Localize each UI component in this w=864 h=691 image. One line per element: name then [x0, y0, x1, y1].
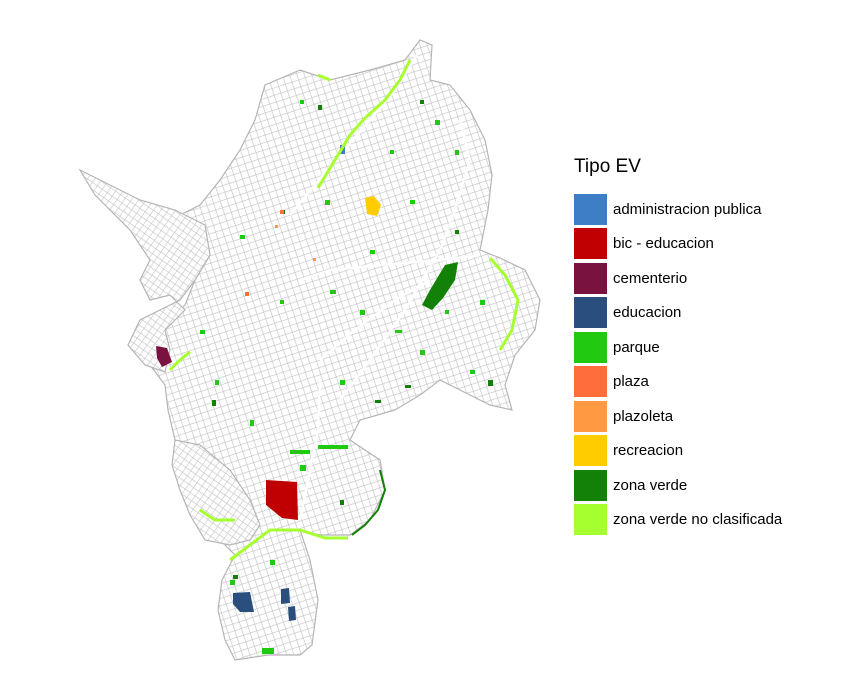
legend-label: bic - educacion: [613, 235, 714, 253]
educacion-area-2: [281, 588, 290, 604]
legend-swatch-cementerio: [574, 262, 607, 294]
map-legend: Tipo EV administracion publica bic - educ…: [574, 156, 782, 537]
city-footprint-west: [78, 168, 211, 373]
legend-item-zona-verde-no-clasificada: zona verde no clasificada: [574, 503, 782, 538]
cementerio-area: [156, 346, 172, 367]
legend-label: recreacion: [613, 442, 684, 460]
avenue-central: [299, 253, 481, 282]
legend-label: plaza: [613, 373, 649, 391]
legend-label: plazoleta: [613, 407, 674, 425]
corridor-north: [316, 59, 412, 189]
legend-item-zona-verde: zona verde: [574, 468, 782, 503]
legend-swatch-plazoleta: [574, 400, 607, 432]
plaza-patches: [245, 210, 284, 296]
city-green-space-map: [78, 39, 541, 661]
green-space-layer: [156, 59, 520, 654]
legend-item-administracion-publica: administracion publica: [574, 192, 782, 227]
legend-swatch-administracion-publica: [574, 193, 607, 225]
avenue-south: [298, 379, 322, 521]
recreacion-area: [365, 196, 381, 216]
legend-label: cementerio: [613, 269, 688, 287]
zona-verde-park-east: [422, 262, 458, 310]
legend-label: educacion: [613, 304, 682, 322]
bic-educacion-area: [266, 480, 298, 520]
legend-swatch-bic-educacion: [574, 228, 607, 260]
legend-label: zona verde no clasificada: [613, 511, 783, 529]
corridor-west: [168, 350, 191, 372]
zona-verde-ridge: [351, 469, 387, 536]
legend-item-plazoleta: plazoleta: [574, 399, 782, 434]
legend-swatch-educacion: [574, 297, 607, 329]
legend-item-plaza: plaza: [574, 365, 782, 400]
legend-item-parque: parque: [574, 330, 782, 365]
corridor-east: [488, 257, 520, 351]
legend-swatch-parque: [574, 331, 607, 363]
city-footprint-south: [171, 439, 261, 546]
parque-patches: [200, 100, 485, 654]
avenue-diagonal: [319, 278, 431, 361]
avenue-east: [339, 119, 472, 401]
legend-swatch-zona-verde-no-clasificada: [574, 504, 607, 536]
corridor-south: [229, 528, 348, 562]
educacion-area-1: [233, 592, 254, 612]
legend-swatch-zona-verde: [574, 469, 607, 501]
legend-label: parque: [613, 338, 660, 356]
legend-items: administracion publica bic - educacion cem…: [574, 192, 782, 537]
city-footprint-north: [149, 39, 541, 661]
educacion-area-3: [288, 606, 296, 621]
legend-item-educacion: educacion: [574, 296, 782, 331]
city-street-network: [78, 39, 541, 661]
legend-item-bic-educacion: bic - educacion: [574, 227, 782, 262]
legend-label: zona verde: [613, 476, 688, 494]
legend-item-cementerio: cementerio: [574, 261, 782, 296]
legend-title: Tipo EV: [574, 156, 641, 177]
legend-item-recreacion: recreacion: [574, 434, 782, 469]
legend-label: administracion publica: [613, 200, 762, 218]
legend-swatch-recreacion: [574, 435, 607, 467]
corridor-north-top: [317, 73, 331, 82]
plazoleta-patches: [275, 225, 316, 261]
legend-swatch-plaza: [574, 366, 607, 398]
corridor-southwest: [199, 508, 235, 522]
